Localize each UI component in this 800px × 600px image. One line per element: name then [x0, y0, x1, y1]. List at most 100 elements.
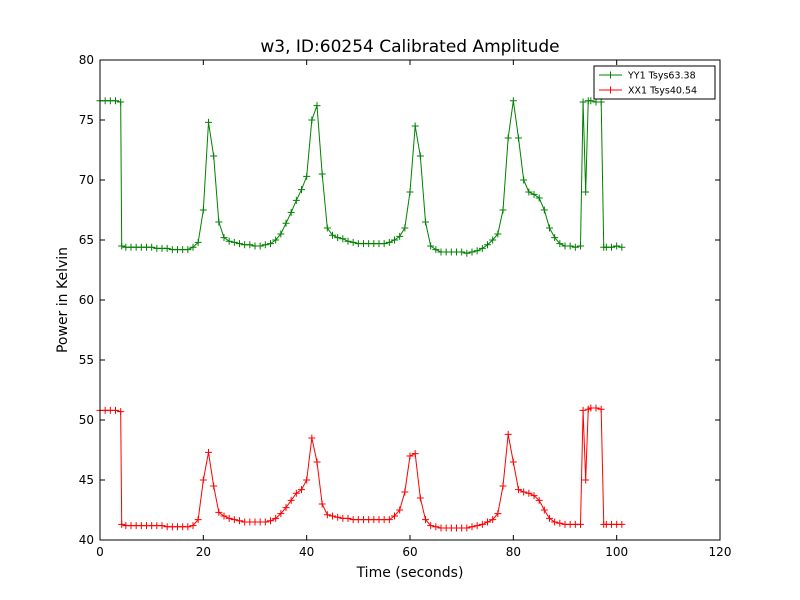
data-point — [499, 482, 507, 490]
data-point — [401, 224, 409, 232]
data-point — [261, 241, 269, 249]
series-0 — [96, 97, 626, 257]
data-point — [112, 97, 119, 105]
data-point — [236, 517, 243, 525]
chart-title: w3, ID:60254 Calibrated Amplitude — [260, 37, 559, 57]
data-point — [504, 430, 512, 438]
data-point — [158, 522, 166, 530]
data-point — [432, 523, 440, 531]
data-point — [303, 476, 311, 484]
data-point — [292, 489, 300, 497]
data-point — [385, 238, 393, 246]
data-point — [112, 406, 119, 414]
data-point — [499, 206, 507, 214]
data-point — [556, 240, 564, 248]
data-point — [597, 98, 605, 106]
data-point — [427, 522, 435, 530]
x-tick-label: 80 — [506, 545, 521, 559]
data-point — [329, 512, 336, 520]
data-point — [468, 248, 476, 256]
data-point — [618, 243, 626, 251]
data-point — [597, 405, 605, 413]
data-point — [473, 247, 481, 255]
data-point — [323, 224, 331, 232]
x-tick-label: 60 — [402, 545, 417, 559]
data-point — [525, 489, 533, 497]
y-tick-label: 55 — [79, 353, 94, 367]
legend-marker-0 — [607, 71, 614, 79]
data-point — [334, 234, 342, 242]
data-point — [396, 506, 404, 514]
y-tick-label: 50 — [79, 413, 94, 427]
data-point — [318, 170, 326, 178]
data-point — [618, 520, 626, 528]
data-point — [148, 243, 156, 251]
data-point — [473, 522, 481, 530]
data-point — [406, 452, 414, 460]
data-point — [416, 152, 424, 160]
data-point — [422, 516, 429, 524]
data-point — [267, 240, 274, 248]
y-tick-label: 80 — [79, 53, 94, 67]
data-point — [551, 234, 559, 242]
data-point — [458, 248, 466, 256]
data-point — [587, 97, 595, 105]
data-point — [396, 232, 404, 240]
data-point — [489, 516, 497, 524]
series-1 — [96, 404, 626, 532]
data-point — [385, 516, 393, 524]
data-point — [391, 512, 398, 520]
legend-marker-1 — [607, 86, 614, 94]
data-point — [484, 241, 491, 249]
data-point — [551, 518, 559, 526]
x-tick-label: 0 — [96, 545, 104, 559]
data-point — [411, 450, 419, 458]
data-point — [282, 504, 290, 512]
data-point — [540, 206, 548, 214]
data-point — [546, 224, 553, 232]
data-point — [391, 236, 398, 244]
data-point — [463, 524, 471, 532]
x-axis-label: Time (seconds) — [356, 565, 464, 581]
data-point — [298, 186, 305, 194]
data-point — [225, 237, 233, 245]
data-point — [308, 116, 316, 124]
data-point — [334, 513, 342, 521]
x-tick-label: 100 — [605, 545, 628, 559]
data-point — [478, 520, 486, 528]
data-point — [416, 494, 424, 502]
data-point — [313, 102, 321, 110]
data-point — [571, 243, 579, 251]
data-point — [184, 246, 192, 254]
data-point — [215, 508, 223, 516]
data-point — [277, 230, 285, 238]
data-point — [525, 188, 533, 196]
data-point — [117, 408, 125, 416]
data-point — [579, 98, 587, 106]
x-tick-label: 20 — [196, 545, 211, 559]
data-point — [592, 404, 600, 412]
data-point — [272, 514, 280, 522]
data-point — [210, 482, 218, 490]
data-point — [303, 172, 311, 180]
data-point — [579, 406, 587, 414]
data-point — [329, 231, 336, 239]
data-point — [323, 511, 331, 519]
data-point — [298, 486, 305, 494]
x-tick-label: 120 — [709, 545, 732, 559]
data-point — [484, 518, 491, 526]
y-tick-label: 75 — [79, 113, 94, 127]
data-point — [205, 448, 212, 456]
data-point — [535, 194, 543, 202]
data-point — [582, 188, 590, 196]
data-point — [189, 522, 197, 530]
data-point — [118, 242, 126, 250]
data-point — [509, 97, 517, 105]
data-point — [194, 516, 202, 524]
data-point — [256, 242, 264, 250]
data-point — [308, 434, 316, 442]
data-point — [504, 134, 512, 142]
data-point — [199, 476, 207, 484]
